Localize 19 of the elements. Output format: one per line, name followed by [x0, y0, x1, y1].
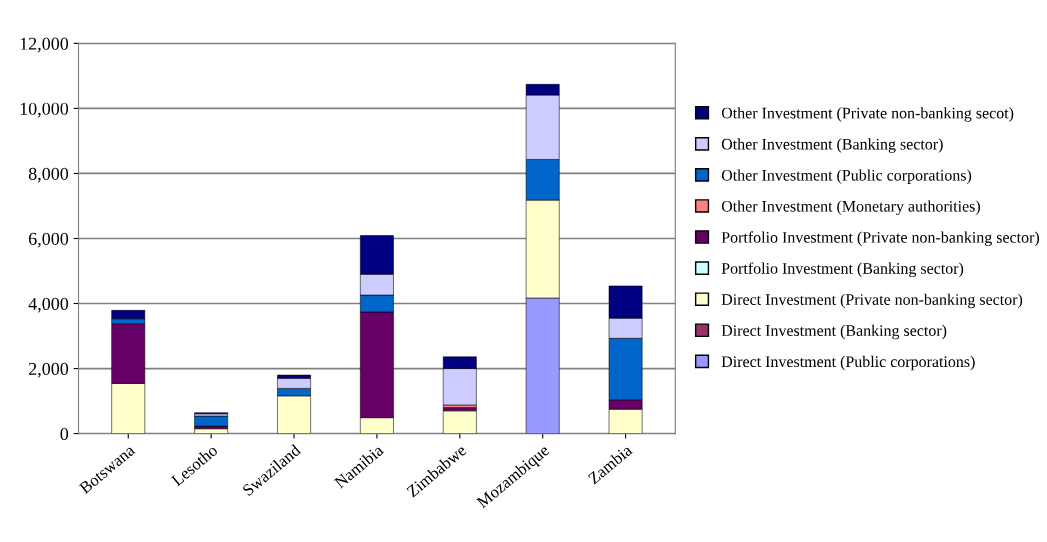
legend-label: Portfolio Investment (Private non-banking sector)	[721, 231, 1039, 247]
y-tick-label: 2,000	[28, 362, 69, 378]
y-tick-label: 6,000	[28, 232, 69, 248]
bar	[194, 415, 228, 427]
legend-label: Direct Investment (Banking sector)	[721, 324, 947, 340]
y-tick-label: 8,000	[28, 167, 69, 183]
legend-label: Direct Investment (Public corporations)	[721, 355, 975, 371]
y-tick-label: 12,000	[20, 37, 69, 53]
legend-label: Other Investment (Private non-banking secot)	[721, 107, 1014, 122]
bar	[442, 410, 477, 434]
legend-label: Portfolio Investment (Banking sector)	[721, 262, 964, 278]
y-tick-label: 10,000	[20, 102, 69, 118]
legend-label: Other Investment (Banking sector)	[721, 138, 943, 153]
legend-label: Other Investment (Monetary authorities)	[721, 200, 980, 215]
legend-label: Other Investment (Public corporations)	[721, 169, 972, 184]
y-tick-label: 4,000	[28, 297, 69, 313]
legend-label: Direct Investment (Private non-banking sector)	[721, 293, 1023, 309]
y-tick-label: 0	[60, 427, 69, 441]
bar	[111, 310, 146, 320]
